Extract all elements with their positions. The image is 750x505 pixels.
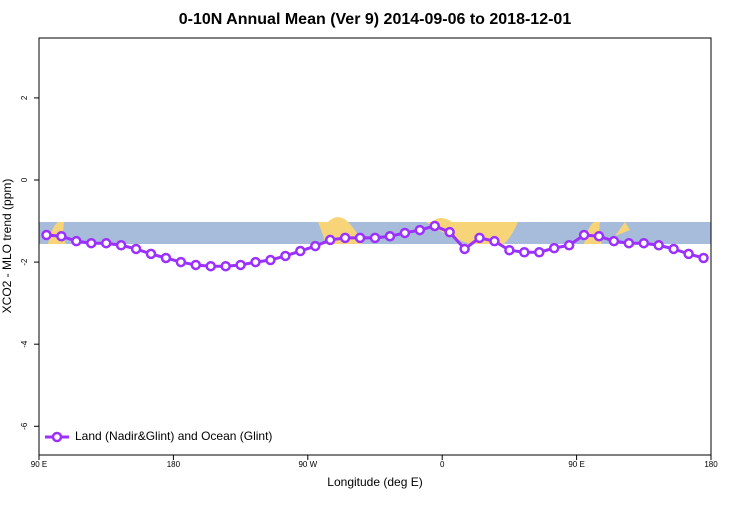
point: [474, 232, 485, 244]
legend-marker: [51, 431, 63, 443]
point: [160, 252, 172, 264]
legend-label: Land (Nadir&Glint) and Ocean (Glint): [75, 429, 272, 443]
x-tick-label: 0: [440, 460, 445, 469]
point: [489, 235, 500, 247]
point: [608, 235, 620, 247]
point: [429, 220, 440, 232]
point: [459, 243, 470, 255]
y-tick-label: -4: [20, 340, 29, 348]
point: [205, 260, 216, 272]
point: [130, 243, 142, 255]
point: [414, 224, 426, 236]
x-tick-label: 180: [704, 460, 718, 469]
point: [354, 232, 366, 244]
point: [100, 237, 112, 249]
point: [369, 232, 381, 244]
point: [324, 234, 336, 246]
point: [339, 232, 351, 244]
point: [504, 244, 515, 256]
point: [71, 235, 82, 247]
point: [145, 248, 157, 260]
point: [250, 256, 261, 268]
point: [519, 246, 530, 258]
point: [638, 237, 650, 249]
point: [534, 246, 545, 258]
point: [563, 240, 575, 251]
y-tick-label: 0: [20, 177, 29, 182]
point: [86, 237, 97, 249]
point: [235, 259, 246, 271]
point: [578, 229, 590, 241]
point: [175, 256, 187, 268]
point: [623, 237, 635, 249]
y-tick-label: -6: [20, 422, 29, 430]
point: [399, 227, 411, 239]
point: [190, 259, 202, 271]
point: [265, 254, 276, 266]
x-axis-label: Longitude (deg E): [327, 475, 422, 489]
point: [56, 230, 67, 242]
point: [653, 240, 664, 251]
point: [384, 230, 396, 242]
y-tick-label: -2: [20, 258, 29, 266]
point: [280, 250, 291, 262]
chart-title: 0-10N Annual Mean (Ver 9) 2014-09-06 to …: [179, 11, 572, 28]
point: [548, 242, 560, 254]
point: [698, 252, 709, 264]
point: [444, 226, 455, 238]
point: [220, 260, 231, 272]
x-tick-label: 90 W: [298, 460, 317, 469]
x-tick-label: 90 E: [568, 460, 584, 469]
plot-frame: [38, 37, 712, 456]
y-tick-label: 2: [20, 95, 29, 100]
point: [41, 229, 52, 241]
x-tick-label: 90 E: [31, 460, 47, 469]
x-tick-label: 180: [167, 460, 181, 469]
y-axis-label: XCO2 - MLO trend (ppm): [0, 179, 14, 314]
point: [668, 243, 679, 255]
point: [115, 240, 127, 251]
point: [593, 230, 605, 242]
point: [310, 240, 321, 252]
point: [295, 245, 306, 257]
point: [683, 248, 694, 260]
